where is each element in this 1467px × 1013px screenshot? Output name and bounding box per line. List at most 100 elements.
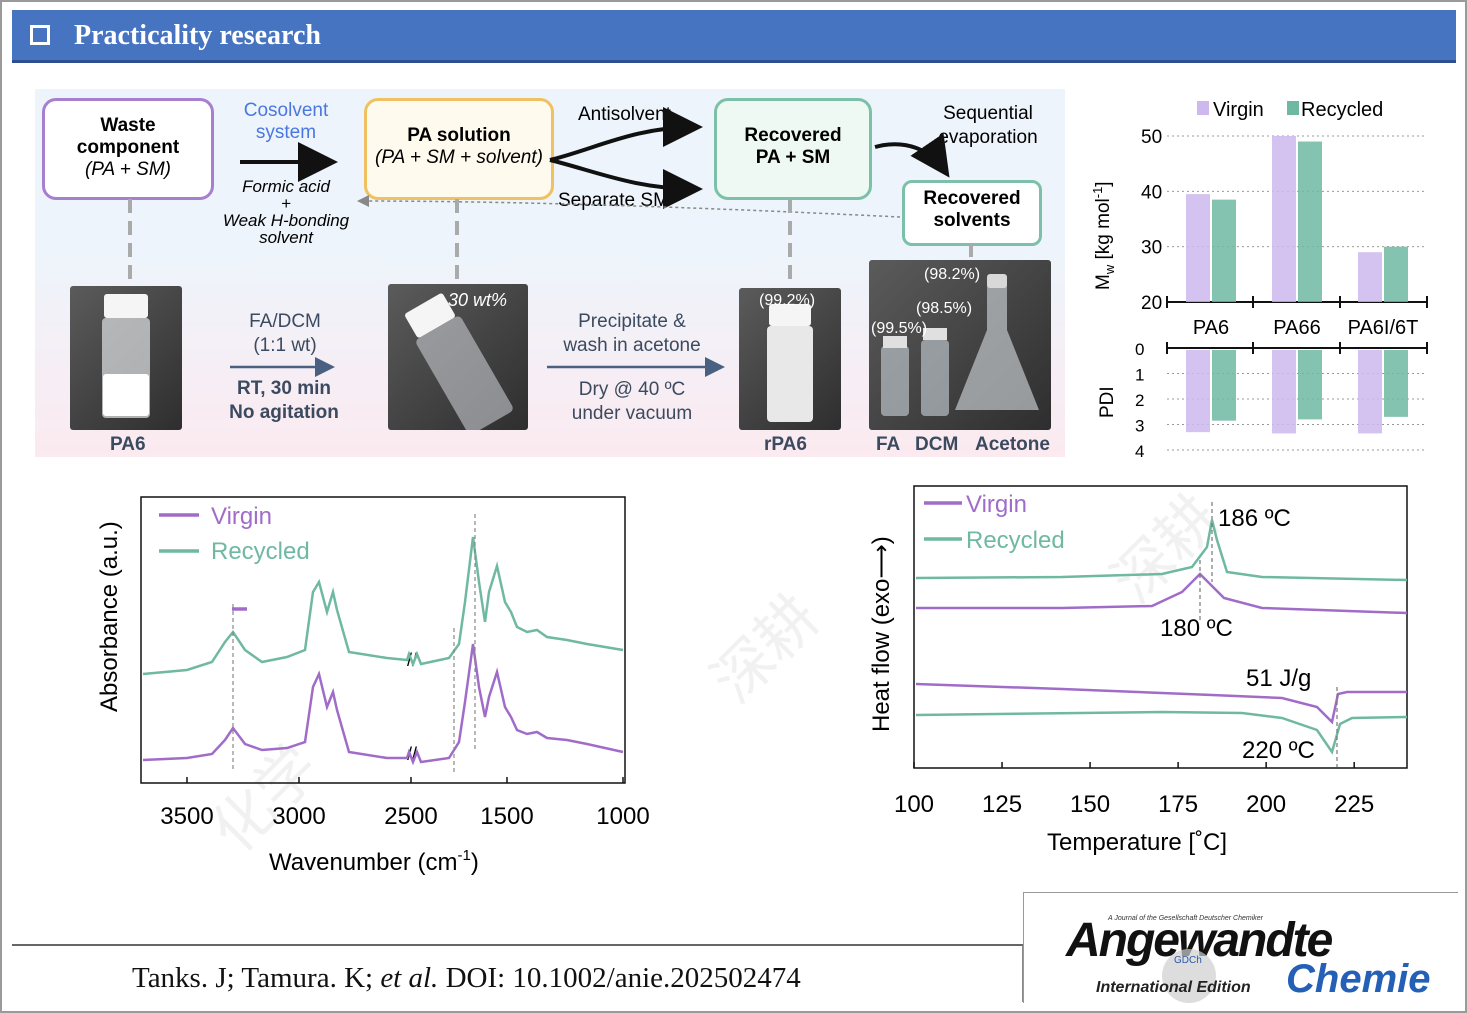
mw-bar bbox=[1272, 136, 1296, 302]
pdi-tick-label: 3 bbox=[1135, 417, 1144, 436]
ftir-tick-label: 1500 bbox=[480, 803, 533, 830]
dsc-legend-virgin: Virgin bbox=[966, 491, 1027, 518]
ftir-tick-label: 2500 bbox=[384, 803, 437, 830]
dsc-recycled-cooling bbox=[915, 519, 1408, 582]
dsc-tick-label: 100 bbox=[894, 791, 934, 818]
waste-label: Waste bbox=[100, 115, 156, 136]
pdi-tick-label: 1 bbox=[1135, 366, 1144, 385]
formic-acid-label: Formic acid + Weak H-bonding solvent bbox=[208, 178, 364, 246]
formic-text: solvent bbox=[259, 228, 313, 247]
precipitate-label: Precipitate & wash in acetone bbox=[552, 310, 712, 358]
pdi-bar bbox=[1272, 350, 1296, 434]
ftir-legend-virgin: Virgin bbox=[211, 503, 272, 530]
ftir-x-label: Wavenumber (cm-1) bbox=[269, 847, 479, 876]
legend-virgin: Virgin bbox=[1213, 99, 1264, 121]
citation-authors: Tanks. J; Tamura. K; bbox=[132, 962, 381, 994]
mw-tick-label: 40 bbox=[1141, 182, 1162, 203]
ftir-chart: 3500 3000 2500 1500 1000//// Virgin Recycled… bbox=[96, 496, 650, 876]
logo-journal-of: A Journal of the Gesellschaft Deutscher … bbox=[1108, 915, 1263, 922]
waste-component-box: Waste component (PA + SM) bbox=[42, 98, 214, 200]
arrow-icon bbox=[549, 158, 703, 209]
mw-bar bbox=[1298, 141, 1322, 302]
mw-tick-label: 20 bbox=[1141, 293, 1162, 314]
pdi-tick-label: 4 bbox=[1135, 442, 1144, 461]
formic-text: Formic acid bbox=[242, 177, 330, 196]
dsc-virgin-heating bbox=[915, 682, 1407, 725]
annotation-220: 220 ºC bbox=[1242, 737, 1315, 764]
rpa6-vial-photo bbox=[739, 288, 841, 430]
logo-word2: Chemie bbox=[1286, 957, 1431, 1001]
cosolvent-text: Cosolvent bbox=[243, 100, 329, 121]
rpa6-purity: (99.2%) bbox=[759, 292, 816, 309]
sequential-text: Sequential bbox=[943, 103, 1033, 124]
fadcm-label: FA/DCM (1:1 wt) bbox=[230, 310, 340, 358]
dcm-purity: (98.5%) bbox=[916, 300, 973, 317]
mw-tick-label: 50 bbox=[1141, 127, 1162, 148]
mw-bar bbox=[1212, 199, 1236, 302]
dsc-virgin-cooling bbox=[916, 572, 1408, 615]
citation-etal: et al. bbox=[380, 962, 439, 994]
acetone-purity: (98.2%) bbox=[924, 266, 981, 283]
dsc-tick-label: 200 bbox=[1246, 791, 1286, 818]
pdi-bar bbox=[1298, 350, 1322, 420]
formic-text: + bbox=[281, 194, 291, 213]
waste-label: component bbox=[76, 137, 180, 158]
pdi-bar bbox=[1384, 350, 1408, 417]
rt-label: RT, 30 min No agitation bbox=[214, 377, 354, 425]
recovered-pa-text: Recovered bbox=[744, 125, 842, 146]
dcm-label: DCM bbox=[915, 434, 959, 455]
ftir-tick-label: 3000 bbox=[272, 803, 325, 830]
sequential-label: Sequential evaporation bbox=[924, 102, 1052, 150]
waste-label: (PA + SM) bbox=[84, 159, 172, 180]
watermark: 深耕 bbox=[698, 582, 834, 717]
fadcm-text: (1:1 wt) bbox=[253, 335, 317, 356]
category-label: PA6I/6T bbox=[1348, 317, 1419, 339]
ftir-y-label: Absorbance (a.u.) bbox=[96, 521, 123, 712]
ftir-recycled-line bbox=[142, 536, 624, 676]
pdi-bar bbox=[1186, 350, 1210, 433]
cosolvent-text: system bbox=[255, 122, 317, 143]
logo-badge: GDCh bbox=[1174, 955, 1202, 966]
citation-text: Tanks. J; Tamura. K; et al. DOI: 10.1002… bbox=[132, 962, 801, 995]
acetone-label: Acetone bbox=[975, 434, 1050, 455]
solvents-photo bbox=[869, 260, 1051, 430]
mw-bar bbox=[1384, 246, 1408, 302]
pdi-axis-label: PDI bbox=[1097, 386, 1118, 418]
mw-tick-label: 30 bbox=[1141, 238, 1162, 259]
arrow-icon bbox=[874, 133, 950, 178]
sequential-text: evaporation bbox=[938, 127, 1038, 148]
dsc-chart: 100 125 150 175 200 225 Virgin Recycled 186 º… bbox=[868, 485, 1408, 856]
mw-bar bbox=[1358, 252, 1382, 302]
annotation-180: 180 ºC bbox=[1160, 615, 1233, 642]
category-label: PA6 bbox=[1193, 317, 1229, 339]
rt-text: RT, 30 min bbox=[237, 378, 331, 399]
arrow-icon bbox=[357, 195, 901, 218]
rt-text: No agitation bbox=[229, 402, 339, 423]
axis-break-icon: // bbox=[407, 744, 417, 764]
fadcm-text: FA/DCM bbox=[249, 311, 321, 332]
dsc-tick-label: 125 bbox=[982, 791, 1022, 818]
legend-swatch-virgin bbox=[1197, 101, 1209, 115]
mw-bar bbox=[1186, 194, 1210, 302]
antisolvent-label: Antisolvent bbox=[578, 104, 671, 125]
ftir-tick-label: 1000 bbox=[596, 803, 649, 830]
precip-text: wash in acetone bbox=[563, 335, 701, 356]
pa6-vial-photo bbox=[70, 286, 182, 430]
pdi-tick-label: 2 bbox=[1135, 391, 1144, 410]
dsc-legend-recycled: Recycled bbox=[966, 527, 1065, 554]
angewandte-logo: A Journal of the Gesellschaft Deutscher … bbox=[1023, 892, 1458, 1003]
recovered-pa-box: Recovered PA + SM bbox=[714, 98, 872, 200]
arrow-icon bbox=[549, 107, 703, 162]
mw-axis-label: Mw [kg mol-1] bbox=[1090, 181, 1117, 290]
fa-label: FA bbox=[876, 434, 901, 455]
dsc-tick-label: 175 bbox=[1158, 791, 1198, 818]
logo-badge-circle bbox=[1162, 949, 1216, 1003]
category-label: PA66 bbox=[1273, 317, 1320, 339]
pa-solution-title: PA solution bbox=[407, 125, 511, 146]
dsc-recycled-heating bbox=[915, 710, 1408, 755]
legend-recycled: Recycled bbox=[1301, 99, 1383, 121]
dsc-y-label: Heat flow (exo⟶) bbox=[868, 536, 895, 732]
ftir-virgin-line bbox=[142, 643, 624, 766]
solution-vial-photo bbox=[388, 284, 528, 435]
dry-text: under vacuum bbox=[571, 403, 693, 424]
